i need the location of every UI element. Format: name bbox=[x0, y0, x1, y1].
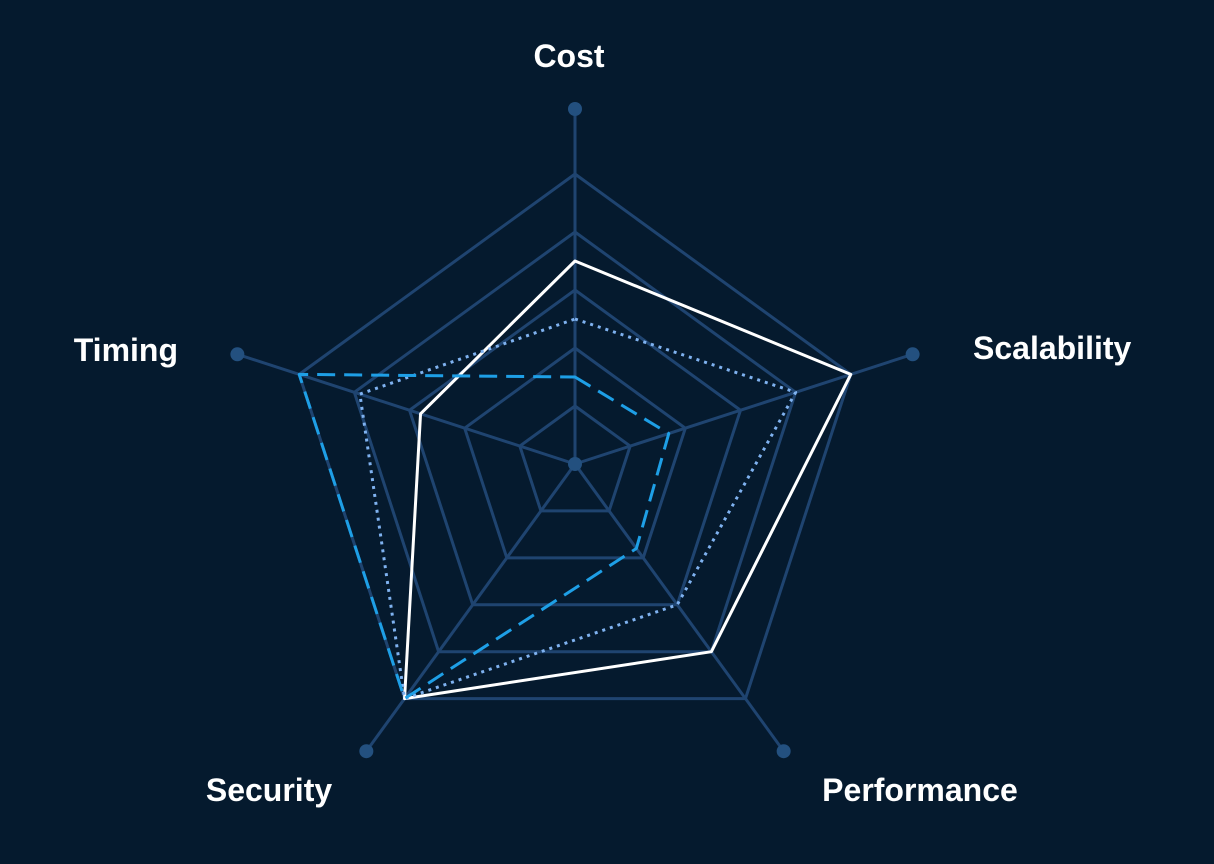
grid-ring-3 bbox=[407, 288, 743, 607]
radar-grid bbox=[297, 172, 853, 701]
axis-label-timing: Timing bbox=[74, 332, 178, 368]
axis-spoke-performance bbox=[573, 463, 785, 753]
axis-end-dot-performance bbox=[776, 744, 791, 759]
grid-ring-5 bbox=[297, 172, 853, 701]
grid-ring-1 bbox=[518, 404, 632, 513]
axis-end-dot-scalability bbox=[905, 347, 920, 362]
series-dashed-line bbox=[297, 372, 671, 701]
center-dot bbox=[568, 457, 582, 471]
series-dotted-line bbox=[358, 317, 798, 701]
axis-end-dot-security bbox=[359, 744, 374, 759]
axis-label-cost: Cost bbox=[533, 38, 604, 74]
axis-end-dot-cost bbox=[568, 102, 582, 116]
radar-center bbox=[568, 457, 582, 471]
axis-end-dot-timing bbox=[230, 347, 245, 362]
axis-label-scalability: Scalability bbox=[973, 330, 1132, 366]
axis-label-performance: Performance bbox=[822, 772, 1018, 808]
axis-spoke-scalability bbox=[574, 352, 914, 466]
grid-ring-2 bbox=[462, 346, 688, 560]
axis-label-security: Security bbox=[206, 772, 332, 808]
axis-spoke-timing bbox=[236, 352, 576, 466]
axis-spoke-security bbox=[365, 463, 577, 753]
radar-series bbox=[297, 259, 853, 701]
radar-axes bbox=[230, 102, 920, 759]
radar-axis-labels: Cost Scalability Performance Security Ti… bbox=[74, 38, 1132, 808]
grid-ring-4 bbox=[352, 230, 798, 654]
series-solid-line bbox=[403, 259, 853, 701]
